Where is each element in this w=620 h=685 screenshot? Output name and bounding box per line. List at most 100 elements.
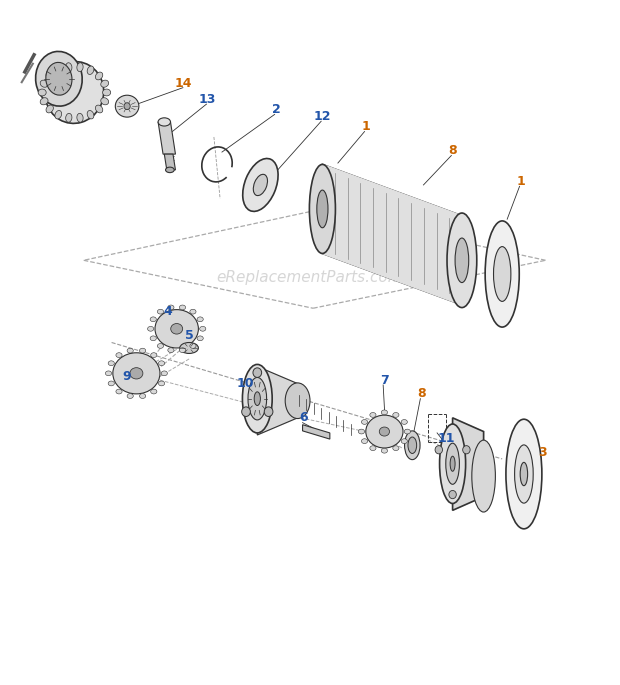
Ellipse shape xyxy=(77,113,83,122)
Ellipse shape xyxy=(155,310,198,348)
Ellipse shape xyxy=(254,392,260,406)
Ellipse shape xyxy=(46,105,53,113)
Ellipse shape xyxy=(46,62,72,95)
Ellipse shape xyxy=(401,439,407,444)
Ellipse shape xyxy=(95,105,103,113)
Polygon shape xyxy=(453,418,484,510)
Ellipse shape xyxy=(472,440,495,512)
Ellipse shape xyxy=(200,327,206,332)
Ellipse shape xyxy=(66,113,72,122)
Ellipse shape xyxy=(38,89,46,96)
Ellipse shape xyxy=(45,62,104,123)
Ellipse shape xyxy=(485,221,520,327)
Circle shape xyxy=(449,490,456,499)
Ellipse shape xyxy=(190,309,196,314)
Ellipse shape xyxy=(130,368,143,379)
Ellipse shape xyxy=(446,443,459,484)
Ellipse shape xyxy=(180,342,198,353)
Text: 12: 12 xyxy=(314,110,331,123)
Ellipse shape xyxy=(361,439,368,444)
Ellipse shape xyxy=(150,317,156,322)
Ellipse shape xyxy=(151,353,157,358)
Text: 10: 10 xyxy=(236,377,254,390)
Circle shape xyxy=(463,446,470,454)
Ellipse shape xyxy=(35,51,82,106)
Ellipse shape xyxy=(179,305,185,310)
Text: 4: 4 xyxy=(163,306,172,318)
Text: 5: 5 xyxy=(185,329,193,342)
Ellipse shape xyxy=(370,412,376,417)
Ellipse shape xyxy=(190,344,196,349)
Ellipse shape xyxy=(101,98,108,105)
Ellipse shape xyxy=(379,427,389,436)
Ellipse shape xyxy=(150,336,156,340)
Ellipse shape xyxy=(309,164,335,253)
Ellipse shape xyxy=(401,419,407,424)
Ellipse shape xyxy=(404,431,420,460)
Text: 7: 7 xyxy=(380,374,389,386)
Text: 1: 1 xyxy=(361,121,370,133)
Circle shape xyxy=(264,407,273,416)
Ellipse shape xyxy=(381,410,388,414)
Polygon shape xyxy=(303,425,330,439)
Polygon shape xyxy=(322,164,462,305)
Ellipse shape xyxy=(447,213,477,308)
Polygon shape xyxy=(322,164,462,305)
Ellipse shape xyxy=(197,317,203,322)
Ellipse shape xyxy=(285,383,310,419)
Ellipse shape xyxy=(127,394,133,399)
Ellipse shape xyxy=(124,103,130,110)
Ellipse shape xyxy=(77,63,83,72)
Ellipse shape xyxy=(515,445,533,503)
Ellipse shape xyxy=(168,348,174,353)
Ellipse shape xyxy=(408,437,417,453)
Ellipse shape xyxy=(127,348,133,353)
Ellipse shape xyxy=(158,118,170,126)
Ellipse shape xyxy=(254,174,267,196)
Polygon shape xyxy=(257,366,298,435)
Ellipse shape xyxy=(108,361,114,366)
Ellipse shape xyxy=(381,449,388,453)
Ellipse shape xyxy=(101,80,108,87)
Ellipse shape xyxy=(140,394,146,399)
Ellipse shape xyxy=(506,419,542,529)
Ellipse shape xyxy=(151,389,157,394)
Ellipse shape xyxy=(102,89,110,96)
Text: 8: 8 xyxy=(448,145,457,157)
Ellipse shape xyxy=(161,371,167,375)
Ellipse shape xyxy=(455,238,469,283)
Text: 9: 9 xyxy=(123,371,131,383)
Text: 13: 13 xyxy=(199,93,216,105)
Polygon shape xyxy=(453,418,484,510)
Ellipse shape xyxy=(66,63,72,72)
Circle shape xyxy=(435,446,443,454)
Ellipse shape xyxy=(87,110,94,119)
Ellipse shape xyxy=(40,98,48,105)
Ellipse shape xyxy=(148,327,154,332)
Text: 14: 14 xyxy=(174,77,192,90)
Ellipse shape xyxy=(440,424,466,503)
Ellipse shape xyxy=(392,446,399,451)
Ellipse shape xyxy=(95,72,103,80)
Ellipse shape xyxy=(116,389,122,394)
Ellipse shape xyxy=(168,305,174,310)
Ellipse shape xyxy=(113,353,160,394)
Text: eReplacementParts.com: eReplacementParts.com xyxy=(216,270,404,285)
Ellipse shape xyxy=(159,381,165,386)
Text: 6: 6 xyxy=(299,412,308,424)
Polygon shape xyxy=(158,122,175,154)
Ellipse shape xyxy=(197,336,203,340)
Ellipse shape xyxy=(55,110,61,119)
Ellipse shape xyxy=(366,415,403,448)
Ellipse shape xyxy=(494,247,511,301)
Text: 3: 3 xyxy=(538,446,547,458)
Ellipse shape xyxy=(157,309,164,314)
Text: 8: 8 xyxy=(417,388,426,400)
Ellipse shape xyxy=(105,371,112,375)
Ellipse shape xyxy=(166,167,174,173)
Ellipse shape xyxy=(392,412,399,417)
Ellipse shape xyxy=(520,462,528,486)
Ellipse shape xyxy=(179,348,185,353)
Polygon shape xyxy=(257,366,298,435)
Ellipse shape xyxy=(40,80,48,87)
